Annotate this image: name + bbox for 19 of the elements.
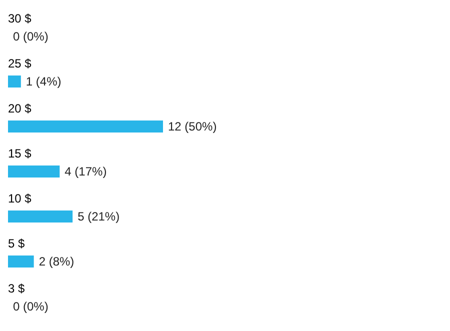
y-tick-label: 5 $ — [8, 236, 26, 250]
data-label: 4 (17%) — [64, 164, 107, 178]
data-label: 2 (8%) — [38, 254, 74, 268]
y-tick-label: 10 $ — [8, 192, 32, 206]
y-tick-label: 3 $ — [8, 282, 26, 296]
y-tick-label: 25 $ — [8, 56, 32, 70]
bar — [8, 256, 34, 268]
data-label: 0 (0%) — [13, 300, 48, 314]
data-label: 0 (0%) — [13, 30, 48, 44]
bar — [8, 210, 73, 222]
data-label: 1 (4%) — [26, 74, 62, 88]
bar — [8, 76, 21, 88]
y-tick-label: 30 $ — [8, 12, 32, 26]
bar — [8, 120, 163, 132]
y-tick-label: 20 $ — [8, 102, 32, 116]
y-tick-label: 15 $ — [8, 146, 32, 160]
bar — [8, 166, 60, 178]
data-label: 12 (50%) — [168, 120, 217, 134]
data-label: 5 (21%) — [78, 210, 120, 224]
